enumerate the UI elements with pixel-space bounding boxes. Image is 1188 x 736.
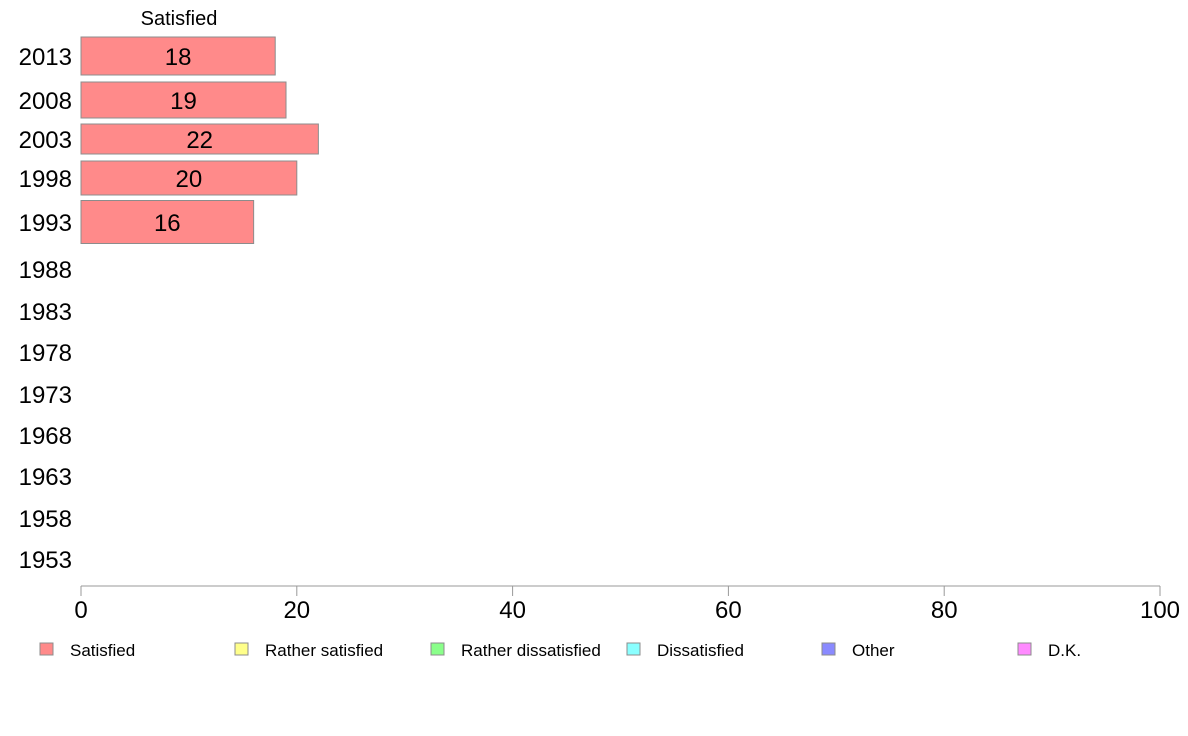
bar-satisfied-2003 [80,123,319,155]
bar-satisfied-2013 [80,36,276,76]
legend-label-dissatisfied: Dissatisfied [657,641,744,660]
column-header-satisfied: Satisfied [141,8,218,30]
bar-satisfied-1993 [80,200,255,244]
data-label-2008: 19 [170,88,197,115]
year-label-1958: 1958 [19,506,72,533]
x-tick-label-60: 60 [715,597,742,624]
year-label-1973: 1973 [19,382,72,409]
year-label-1998: 1998 [19,166,72,193]
legend: Satisfied Rather satisfied Rather dissatis… [39,641,1081,660]
legend-swatch-dissatisfied [626,642,641,656]
legend-swatch-satisfied [39,642,54,656]
legend-swatch-rather-satisfied [234,642,249,656]
data-label-2003: 22 [186,127,213,154]
bars: 18 19 22 20 16 [80,36,319,244]
x-tick-label-40: 40 [499,597,526,624]
year-labels: 2013 2008 2003 1998 1993 1988 1983 1978 1973 1968… [19,44,72,574]
legend-label-d-k: D.K. [1048,641,1081,660]
data-label-1993: 16 [154,210,181,237]
legend-label-other: Other [852,641,895,660]
legend-label-satisfied: Satisfied [70,641,135,660]
year-label-1983: 1983 [19,299,72,326]
year-label-1953: 1953 [19,547,72,574]
year-label-2003: 2003 [19,127,72,154]
year-label-1963: 1963 [19,464,72,491]
year-label-2008: 2008 [19,88,72,115]
legend-swatch-other [821,642,836,656]
year-label-1988: 1988 [19,257,72,284]
year-label-1968: 1968 [19,423,72,450]
data-label-2013: 18 [165,44,192,71]
legend-label-rather-satisfied: Rather satisfied [265,641,383,660]
year-label-1993: 1993 [19,210,72,237]
legend-swatch-rather-dissatisfied [430,642,445,656]
year-label-2013: 2013 [19,44,72,71]
x-tick-label-100: 100 [1140,597,1180,624]
legend-label-rather-dissatisfied: Rather dissatisfied [461,641,601,660]
legend-swatch-d-k [1017,642,1032,656]
x-tick-label-0: 0 [74,597,87,624]
x-tick-label-20: 20 [283,597,310,624]
year-label-1978: 1978 [19,340,72,367]
bar-satisfied-2008 [80,81,287,119]
data-label-1998: 20 [176,166,203,193]
x-axis-ticks: 0 20 40 60 80 100 [74,586,1180,624]
x-tick-label-80: 80 [931,597,958,624]
bar-satisfied-1998 [80,160,298,196]
